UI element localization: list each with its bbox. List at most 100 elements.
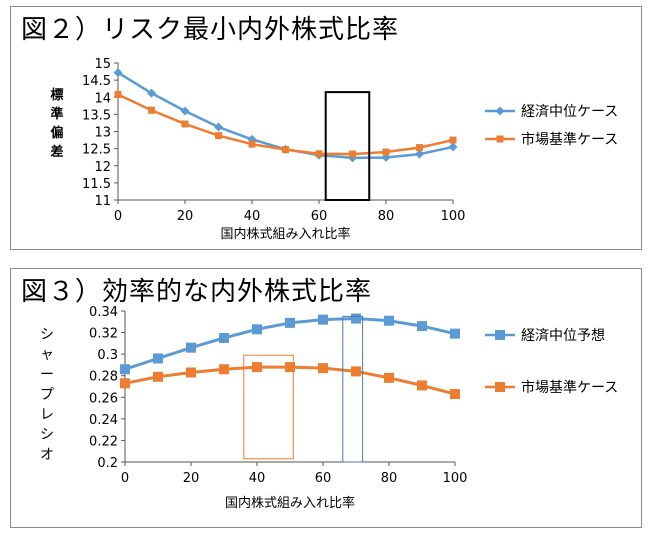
data-point [147, 88, 156, 98]
figure-2-title: 図２）リスク最小内外株式比率 [21, 15, 400, 45]
sharpe-chart-panel: 図３）効率的な内外株式比率 0.2 0.22 0.24 0.26 0.28 0.3 0.32… [10, 268, 642, 528]
data-point [120, 378, 130, 389]
risk-chart-panel: 図２）リスク最小内外株式比率 11 11.5 12 12.5 13 13.5 14 14.5 1… [10, 6, 642, 250]
data-point [450, 389, 460, 400]
data-point [248, 140, 256, 148]
highlight-box [324, 91, 371, 201]
x-tick-label: 60 [315, 471, 332, 486]
legend-label: 市場基準ケース [521, 131, 618, 148]
y-tick-label: 12.5 [82, 143, 111, 158]
data-point [219, 364, 229, 375]
y-tick-label: 13.5 [82, 108, 111, 123]
y-tick-label: 11.5 [82, 177, 111, 192]
y-axis-title-char: シ [40, 327, 54, 343]
data-point [415, 149, 424, 159]
highlight-box [243, 354, 294, 460]
data-point [215, 132, 222, 140]
sharpe-chart: 0.2 0.22 0.24 0.26 0.28 0.3 0.32 0.34 0 20 40 60 80 1… [40, 305, 618, 511]
y-axis-title-char: 準 [50, 106, 63, 122]
x-tick-label: 100 [441, 209, 466, 224]
data-point [382, 148, 390, 156]
x-axis-title: 国内株式組み入れ比率 [220, 226, 350, 242]
y-tick-label: 0.3 [97, 348, 118, 363]
x-tick-label: 40 [244, 209, 261, 224]
x-tick-label: 20 [177, 209, 194, 224]
data-point [318, 363, 328, 374]
data-point [148, 106, 155, 114]
y-tick-label: 14 [94, 91, 111, 106]
y-tick-label: 12 [94, 160, 111, 175]
data-point [285, 362, 295, 373]
data-point [318, 314, 328, 325]
data-point [120, 364, 130, 375]
y-tick-label: 0.24 [89, 413, 118, 428]
data-point [384, 315, 394, 326]
data-point [180, 106, 190, 116]
data-point [351, 313, 361, 324]
y-axis-title-char: レ [40, 407, 54, 423]
y-axis-title-char: シ [40, 427, 54, 443]
y-axis-title-char: ー [40, 367, 54, 383]
y-tick-label: 0.22 [89, 434, 118, 449]
data-point [153, 371, 163, 382]
x-tick-label: 0 [114, 209, 122, 224]
data-point [186, 342, 196, 353]
x-tick-label: 0 [121, 471, 129, 486]
legend-label: 経済中位予想 [521, 328, 605, 344]
legend-label: 市場基準ケース [521, 379, 618, 396]
legend-marker [495, 330, 505, 340]
x-tick-label: 20 [183, 471, 200, 486]
legend-label: 経済中位ケース [521, 104, 618, 120]
data-point [113, 68, 123, 78]
x-tick-label: 80 [381, 471, 398, 486]
data-point [351, 366, 361, 377]
data-point [449, 136, 457, 144]
data-point [416, 144, 423, 152]
highlight-box [342, 315, 364, 463]
x-tick-label: 40 [249, 471, 266, 486]
legend-marker [495, 106, 505, 116]
data-point [219, 332, 229, 343]
data-point [448, 142, 458, 152]
data-point [186, 367, 196, 378]
x-axis-title: 国内株式組み入れ比率 [225, 495, 355, 511]
y-tick-label: 0.26 [89, 391, 118, 406]
y-tick-label: 0.34 [89, 305, 118, 320]
data-point [417, 380, 427, 391]
y-axis-title-char: オ [40, 447, 54, 463]
data-point [285, 317, 295, 328]
y-axis-title-char: 偏 [50, 125, 63, 141]
y-axis-title-char: ャ [40, 347, 54, 363]
x-tick-label: 80 [378, 209, 395, 224]
y-axis-title-char: 標 [50, 87, 63, 103]
figure-3-title: 図３）効率的な内外株式比率 [21, 277, 373, 307]
data-point [450, 328, 460, 339]
y-tick-label: 15 [94, 57, 111, 72]
data-point [114, 91, 122, 99]
y-tick-label: 14.5 [82, 74, 111, 89]
y-tick-label: 0.32 [89, 327, 118, 342]
data-point [417, 321, 427, 332]
data-point [153, 353, 163, 364]
data-point [315, 150, 323, 158]
y-tick-label: 0.2 [97, 456, 118, 471]
x-tick-label: 100 [443, 471, 468, 486]
legend-marker [496, 135, 504, 143]
y-tick-label: 13 [94, 126, 111, 141]
data-point [252, 362, 262, 373]
y-tick-label: 0.28 [89, 370, 118, 385]
y-tick-label: 11 [94, 194, 111, 209]
data-point [214, 122, 223, 132]
y-axis-title-char: プ [40, 387, 54, 403]
legend-marker [495, 382, 505, 392]
data-point [282, 146, 289, 154]
data-point [384, 372, 394, 383]
data-point [349, 150, 356, 158]
data-point [252, 324, 262, 335]
data-point [181, 120, 189, 128]
risk-chart: 11 11.5 12 12.5 13 13.5 14 14.5 15 0 20 40 60 80 100 国内… [50, 57, 618, 242]
y-axis-title-char: 差 [50, 144, 63, 160]
x-tick-label: 60 [311, 209, 328, 224]
